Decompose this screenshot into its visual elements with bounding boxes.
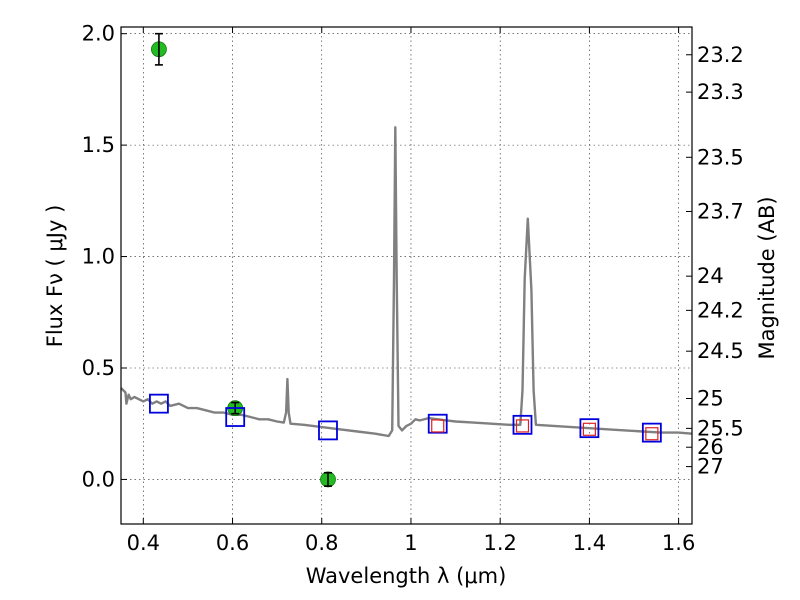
y-tick-label: 1.0 — [82, 245, 115, 269]
upper-limit-point — [645, 427, 659, 441]
y-axis-ticks: 0.0 0.5 1.0 1.5 2.0 — [82, 22, 127, 491]
x-axis-title: Wavelength λ (μm) — [306, 564, 507, 588]
model-photometry-point — [149, 393, 169, 414]
x-tick-label: 1.6 — [662, 531, 695, 555]
magnitude-tick-label: 23.5 — [697, 145, 744, 169]
model-photometry-point — [579, 418, 600, 439]
x-axis-ticks: 0.4 0.6 0.8 1 1.2 1.4 1.6 — [127, 27, 695, 555]
y-axis-title: Flux Fν ( μJy ) — [43, 205, 67, 348]
magnitude-axis-title: Magnitude (AB) — [755, 196, 779, 359]
y-tick-label: 0.5 — [82, 356, 115, 380]
x-tick-label: 0.8 — [305, 531, 338, 555]
magnitude-tick-label: 25.5 — [697, 416, 744, 440]
magnitude-tick-label: 23.7 — [697, 199, 744, 223]
magnitude-tick-label: 23.3 — [697, 80, 744, 104]
x-tick-label: 0.6 — [216, 531, 249, 555]
y-tick-label: 2.0 — [82, 22, 115, 46]
x-tick-label: 0.4 — [127, 531, 160, 555]
model-photometry-point — [318, 420, 338, 441]
magnitude-tick-label: 24.2 — [697, 298, 744, 322]
magnitude-tick-label: 25 — [697, 387, 724, 411]
upper-limit-point — [515, 419, 530, 433]
data-series — [120, 32, 693, 488]
x-tick-label: 1.4 — [573, 531, 606, 555]
upper-limit-point — [582, 422, 596, 436]
y-tick-label: 1.5 — [82, 133, 115, 157]
magnitude-tick-label: 27 — [697, 455, 724, 479]
magnitude-tick-label: 26 — [697, 435, 724, 459]
y-tick-label: 0.0 — [82, 467, 115, 491]
model-photometry-point — [427, 413, 448, 434]
grid-lines — [121, 27, 692, 524]
x-tick-label: 1 — [404, 531, 417, 555]
magnitude-tick-label: 23.2 — [697, 43, 744, 67]
plot-frame — [120, 26, 693, 525]
model-photometry-point — [225, 407, 246, 427]
model-photometry-point — [512, 414, 533, 435]
upper-limit-point — [431, 419, 445, 433]
model-photometry-point — [641, 422, 662, 443]
magnitude-tick-label: 24 — [697, 264, 724, 288]
x-tick-label: 1.2 — [483, 531, 516, 555]
model-sed-line — [120, 126, 693, 438]
magnitude-tick-label: 24.5 — [697, 339, 744, 363]
